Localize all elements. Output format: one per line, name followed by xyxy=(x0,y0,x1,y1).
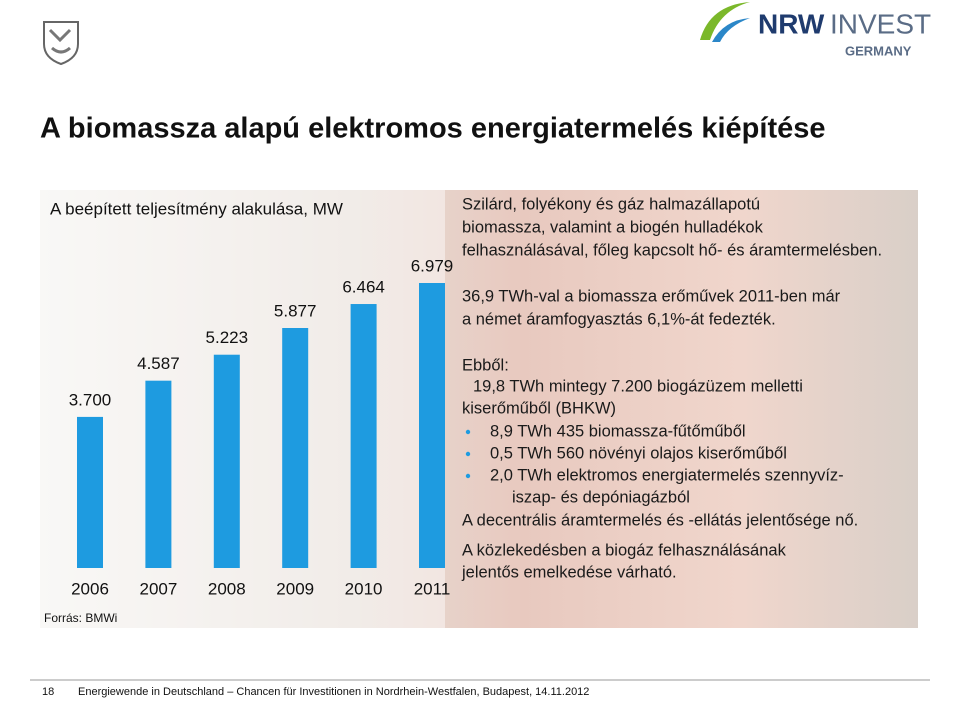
text-line: felhasználásával, főleg kapcsolt hő- és … xyxy=(462,241,882,259)
text-line: biomassza, valamint a biogén hulladékok xyxy=(462,218,764,236)
text-line: iszap- és depóniagázból xyxy=(512,488,690,506)
text-line: Ebből: xyxy=(462,356,509,374)
value-label: 6.464 xyxy=(342,278,385,297)
value-label: 3.700 xyxy=(69,390,112,409)
slide-title: A biomassza alapú elektromos energiaterm… xyxy=(40,113,826,145)
category-label: 2007 xyxy=(139,579,177,598)
logo-name: NRW xyxy=(758,8,825,39)
chart-backdrop xyxy=(40,190,445,628)
text-line: Szilárd, folyékony és gáz halmazállapotú xyxy=(462,195,760,213)
footer-text: Energiewende in Deutschland – Chancen fü… xyxy=(78,686,589,698)
text-line: a német áramfogyasztás 6,1%-át fedezték. xyxy=(462,310,776,328)
text-line: 8,9 TWh 435 biomassza-fűtőműből xyxy=(490,422,746,440)
logo-country: GERMANY xyxy=(845,43,912,58)
bar-chart: 3.700 2006 4.587 2007 5.223 2008 5.877 2009 6.46… xyxy=(69,256,454,598)
category-label: 2008 xyxy=(208,579,246,598)
bullet xyxy=(465,473,471,479)
text-line: 2,0 TWh elektromos energiatermelés szenn… xyxy=(490,466,844,484)
bar xyxy=(213,354,240,568)
logo: NRW INVEST GERMANY xyxy=(700,2,931,58)
category-label: 2006 xyxy=(71,579,109,598)
value-label: 5.223 xyxy=(206,328,249,347)
text-line: 36,9 TWh-val a biomassza erőművek 2011-b… xyxy=(462,287,841,305)
bar xyxy=(282,328,309,568)
text-line: 19,8 TWh mintegy 7.200 biogázüzem mellet… xyxy=(473,377,803,395)
bullet xyxy=(465,429,471,435)
text-block: Szilárd, folyékony és gáz halmazállapotú… xyxy=(461,195,882,581)
coat-of-arms xyxy=(43,21,79,66)
value-label: 4.587 xyxy=(137,354,180,373)
source: Forrás: BMWi xyxy=(44,611,117,625)
logo-suffix: INVEST xyxy=(830,8,931,39)
bar xyxy=(145,380,172,568)
chart-title: A beépített teljesítmény alakulása, MW xyxy=(50,199,343,218)
value-label: 6.979 xyxy=(411,256,454,275)
category-label: 2009 xyxy=(276,579,314,598)
page-number: 18 xyxy=(42,686,54,698)
bar xyxy=(350,304,377,568)
value-label: 5.877 xyxy=(274,301,317,320)
text-line: kiserőműből (BHKW) xyxy=(462,399,616,417)
text-line: jelentős emelkedése várható. xyxy=(461,563,677,581)
text-line: A decentrális áramtermelés és -ellátás j… xyxy=(462,511,858,529)
bar xyxy=(419,283,445,568)
background-image xyxy=(40,190,918,628)
text-line: A közlekedésben a biogáz felhasználásána… xyxy=(462,541,787,559)
category-label: 2010 xyxy=(345,579,383,598)
category-label: 2011 xyxy=(414,579,451,598)
bar xyxy=(77,416,103,568)
text-line: 0,5 TWh 560 növényi olajos kiserőműből xyxy=(490,444,787,462)
bullet xyxy=(465,451,471,457)
